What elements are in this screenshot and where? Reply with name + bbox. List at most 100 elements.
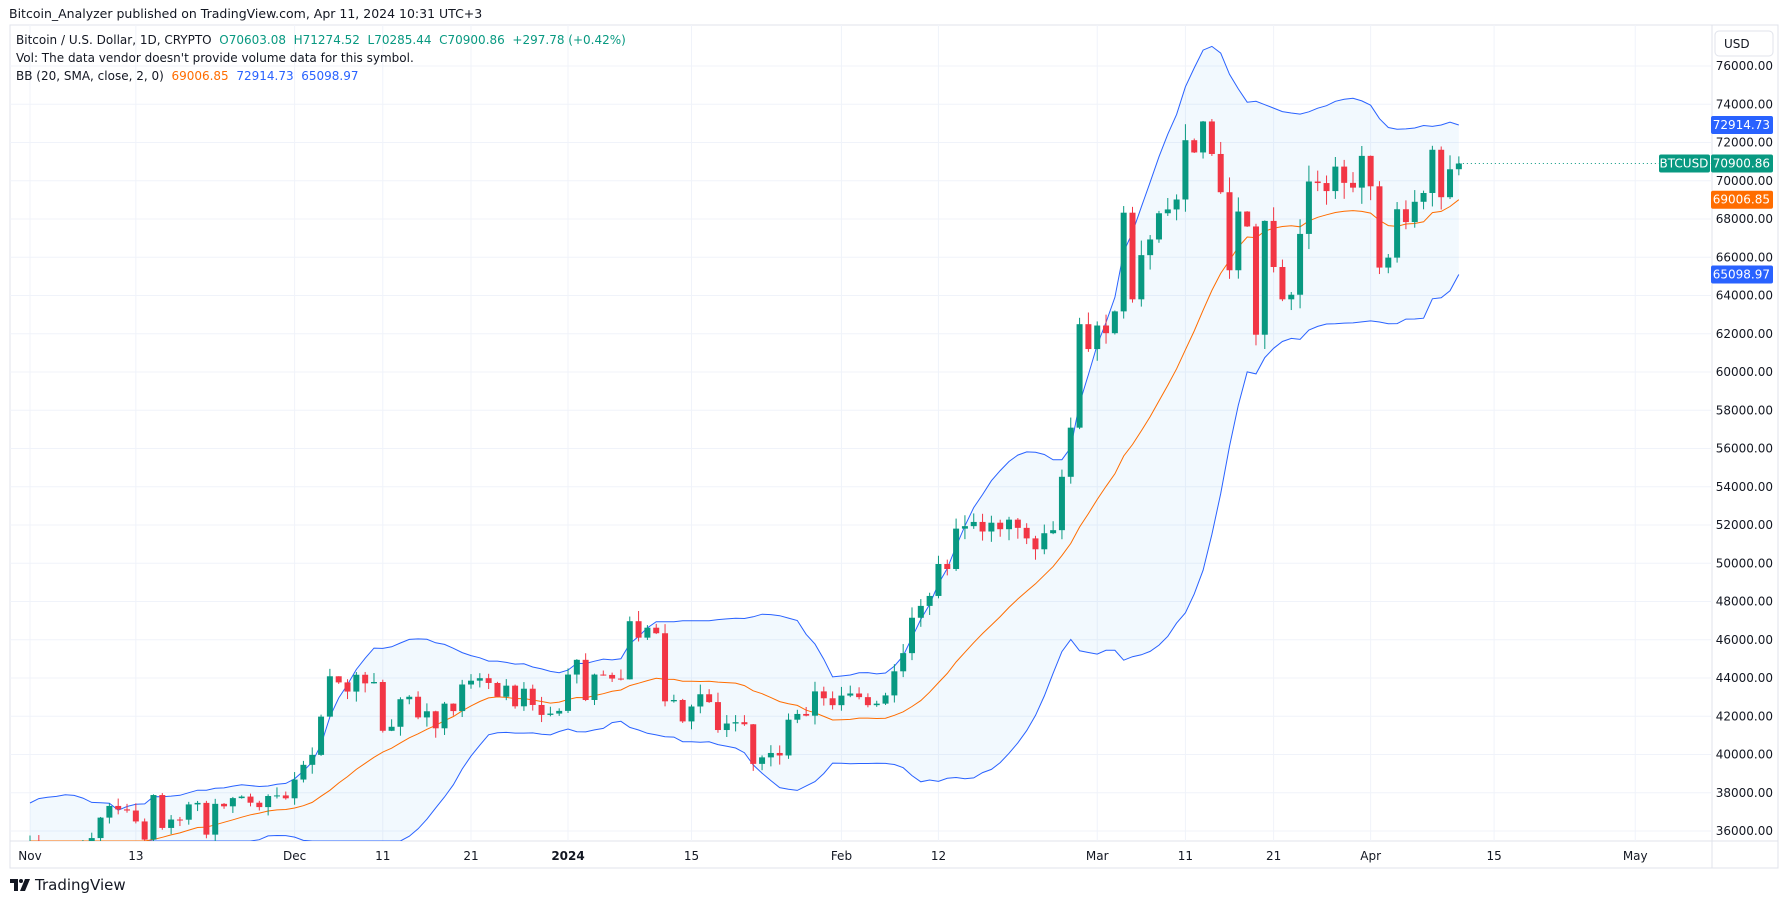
candle-body (565, 674, 572, 711)
candle-body (1455, 163, 1462, 170)
candle-body (573, 659, 580, 675)
candle (238, 795, 245, 799)
candle (370, 673, 377, 684)
candle (1341, 159, 1348, 199)
candle-body (1411, 201, 1418, 223)
candle (617, 669, 624, 681)
x-tick-label: Apr (1360, 849, 1381, 863)
candle-body (1067, 427, 1074, 477)
candle (38, 835, 40, 841)
candle-body (176, 819, 183, 821)
candle (150, 794, 157, 841)
candle (1394, 202, 1401, 263)
candle-body (1208, 121, 1215, 154)
candle (450, 703, 457, 716)
candle (565, 668, 572, 714)
candle-body (273, 795, 280, 797)
candle-body (670, 699, 677, 702)
currency-button-bg (1714, 30, 1774, 57)
x-tick-label: 21 (463, 849, 478, 863)
candle (997, 519, 1004, 537)
candle-body (723, 723, 730, 731)
candle (714, 692, 721, 733)
candle (1402, 200, 1409, 230)
candle-body (124, 809, 131, 811)
tradingview-logo[interactable]: TradingView (10, 876, 126, 894)
candle-body (538, 704, 545, 715)
candle-body (679, 699, 686, 722)
candle (124, 803, 131, 813)
candle (520, 682, 527, 711)
candle (1385, 253, 1392, 274)
candle-body (238, 796, 245, 799)
candle-body (168, 819, 175, 828)
candle-body (221, 803, 228, 807)
candle (847, 685, 854, 698)
candle-body (1350, 182, 1356, 188)
candle (803, 706, 810, 717)
y-tick-label: 64000.00 (1716, 289, 1773, 303)
candle-body (1252, 226, 1259, 335)
candle (1138, 240, 1145, 307)
candle-body (512, 685, 519, 707)
candle (159, 793, 166, 830)
candle (1058, 469, 1065, 540)
y-tick-label: 56000.00 (1716, 442, 1773, 456)
candle (935, 555, 942, 599)
candle (406, 695, 413, 705)
chart-frame (9, 24, 1779, 869)
bb-basis-badge-bg (1711, 190, 1773, 209)
candle-body (247, 796, 254, 803)
candle-body (476, 678, 483, 681)
candle-body (582, 659, 589, 700)
bb-legend[interactable]: BB (20, SMA, close, 2, 0) 69006.85 72914… (16, 69, 359, 83)
candle (556, 708, 563, 716)
y-tick-label: 48000.00 (1716, 595, 1773, 609)
candle (794, 709, 801, 724)
candle-body (1376, 186, 1383, 268)
candle (1270, 207, 1277, 273)
candle (909, 607, 915, 661)
candle (759, 755, 766, 771)
candle-body (1076, 324, 1083, 428)
candle-body (1191, 140, 1198, 153)
candle (485, 673, 492, 690)
candle-body (88, 838, 95, 841)
candle (115, 798, 122, 815)
candle-body (1138, 255, 1145, 300)
candle (538, 696, 545, 723)
candle-body (1270, 220, 1277, 268)
candle-body (432, 711, 439, 729)
candle (1014, 518, 1021, 539)
candle-body (556, 710, 563, 714)
candle-body (362, 674, 369, 684)
candle-body (635, 621, 642, 638)
candle-body (97, 817, 104, 839)
candle (1226, 177, 1233, 279)
candle (829, 691, 836, 710)
candle-body (309, 754, 316, 765)
candle-body (900, 653, 907, 672)
candle (1050, 521, 1057, 535)
candle (582, 653, 589, 702)
y-tick-label: 52000.00 (1716, 518, 1773, 532)
candle-body (300, 764, 307, 780)
candle (132, 803, 139, 824)
candle-body (767, 752, 774, 758)
candle-body (909, 617, 915, 654)
candle-body (732, 722, 739, 724)
ohlc-close: C70900.86 (439, 33, 505, 47)
candle-body (1182, 140, 1189, 200)
candle (503, 679, 510, 701)
candle (441, 701, 448, 735)
candle (1006, 516, 1013, 541)
candle-body (600, 674, 607, 676)
candle-body (265, 796, 272, 808)
candle (1129, 206, 1136, 303)
candle (397, 697, 404, 736)
currency-button[interactable]: USD (1714, 30, 1774, 57)
candle-body (759, 757, 766, 764)
bb-lower-value: 65098.97 (301, 69, 359, 83)
candle-body (794, 713, 801, 720)
